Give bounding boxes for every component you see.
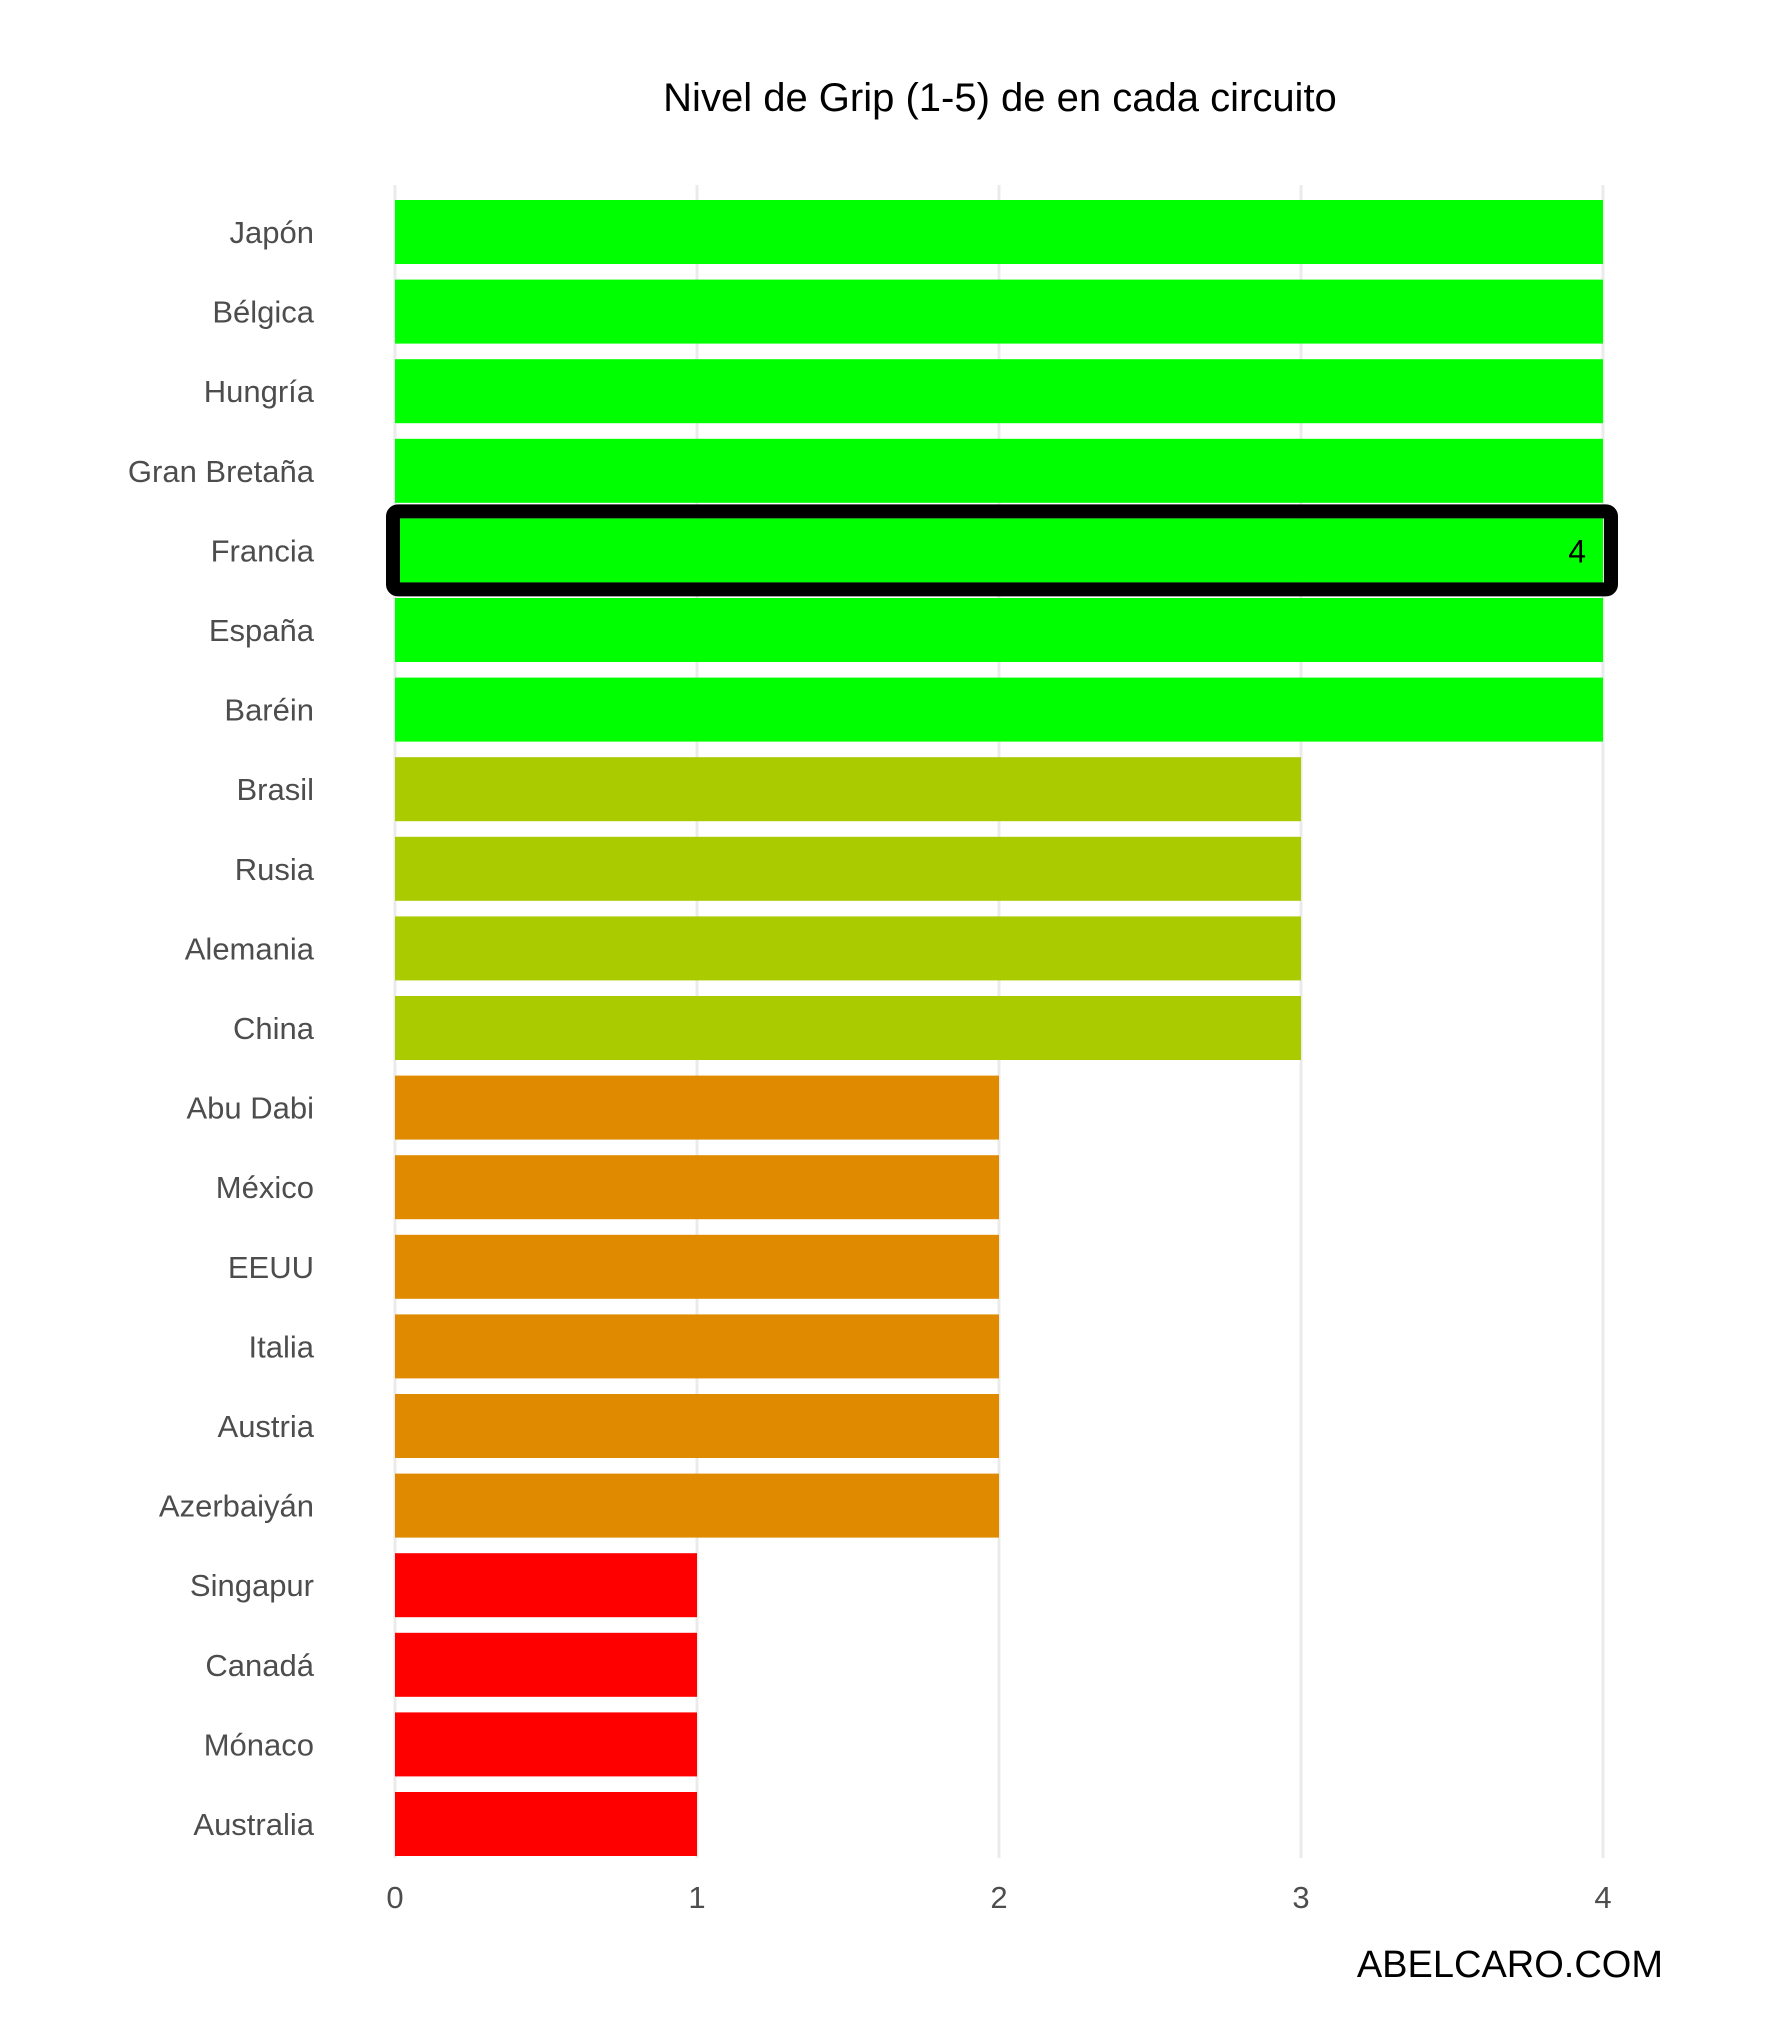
x-tick-label: 2	[990, 1880, 1007, 1915]
bar	[395, 677, 1603, 742]
category-label: Hungría	[204, 374, 315, 409]
bar	[395, 598, 1603, 662]
x-axis-ticks: 0 1 2 3 4	[386, 1880, 1611, 1915]
category-label: Baréin	[224, 693, 314, 728]
bar	[395, 279, 1603, 344]
bar	[395, 1632, 697, 1697]
category-labels: Japón Bélgica Hungría Gran Bretaña Francia Es…	[128, 215, 315, 1842]
category-label: Bélgica	[212, 295, 314, 330]
bar	[395, 518, 1603, 583]
category-label: Rusia	[235, 852, 315, 887]
bar	[395, 1155, 999, 1220]
bar	[395, 438, 1603, 503]
x-tick-label: 0	[386, 1880, 403, 1915]
bar	[395, 359, 1603, 424]
category-label: Singapur	[190, 1568, 314, 1603]
category-label: Japón	[230, 215, 314, 250]
bar	[395, 1712, 697, 1777]
x-tick-label: 1	[688, 1880, 705, 1915]
category-label: España	[209, 613, 315, 648]
bar	[395, 1473, 999, 1538]
bar	[395, 1234, 999, 1299]
bar	[395, 757, 1301, 822]
bar	[395, 996, 1301, 1060]
x-tick-label: 4	[1594, 1880, 1611, 1915]
bar	[395, 1394, 999, 1458]
watermark-text: ABELCARO.COM	[1357, 1944, 1663, 1986]
chart-title: Nivel de Grip (1-5) de en cada circuito	[663, 76, 1337, 120]
bar	[395, 836, 1301, 901]
category-label: Italia	[249, 1329, 315, 1364]
highlight-layer: 4	[386, 504, 1618, 597]
bar	[395, 1792, 697, 1856]
bar	[395, 1314, 999, 1379]
category-label: Australia	[193, 1807, 314, 1842]
bars	[395, 200, 1603, 1856]
category-label: Mónaco	[204, 1727, 314, 1762]
category-label: Gran Bretaña	[128, 454, 315, 489]
x-tick-label: 3	[1292, 1880, 1309, 1915]
highlight-outline	[386, 504, 1618, 597]
category-label: Canadá	[205, 1648, 314, 1683]
category-label: EEUU	[228, 1250, 314, 1285]
bar	[395, 1553, 697, 1618]
bar	[395, 200, 1603, 264]
category-label: Azerbaiyán	[159, 1489, 314, 1524]
category-label: Brasil	[236, 772, 314, 807]
category-label: Abu Dabi	[186, 1091, 314, 1126]
bar	[395, 916, 1301, 981]
category-label: Austria	[218, 1409, 315, 1444]
bar	[395, 1075, 999, 1140]
category-label: China	[233, 1011, 315, 1046]
category-label: Alemania	[185, 931, 315, 966]
data-label: 4	[1568, 533, 1586, 569]
category-label: México	[216, 1170, 314, 1205]
category-label: Francia	[211, 533, 315, 568]
